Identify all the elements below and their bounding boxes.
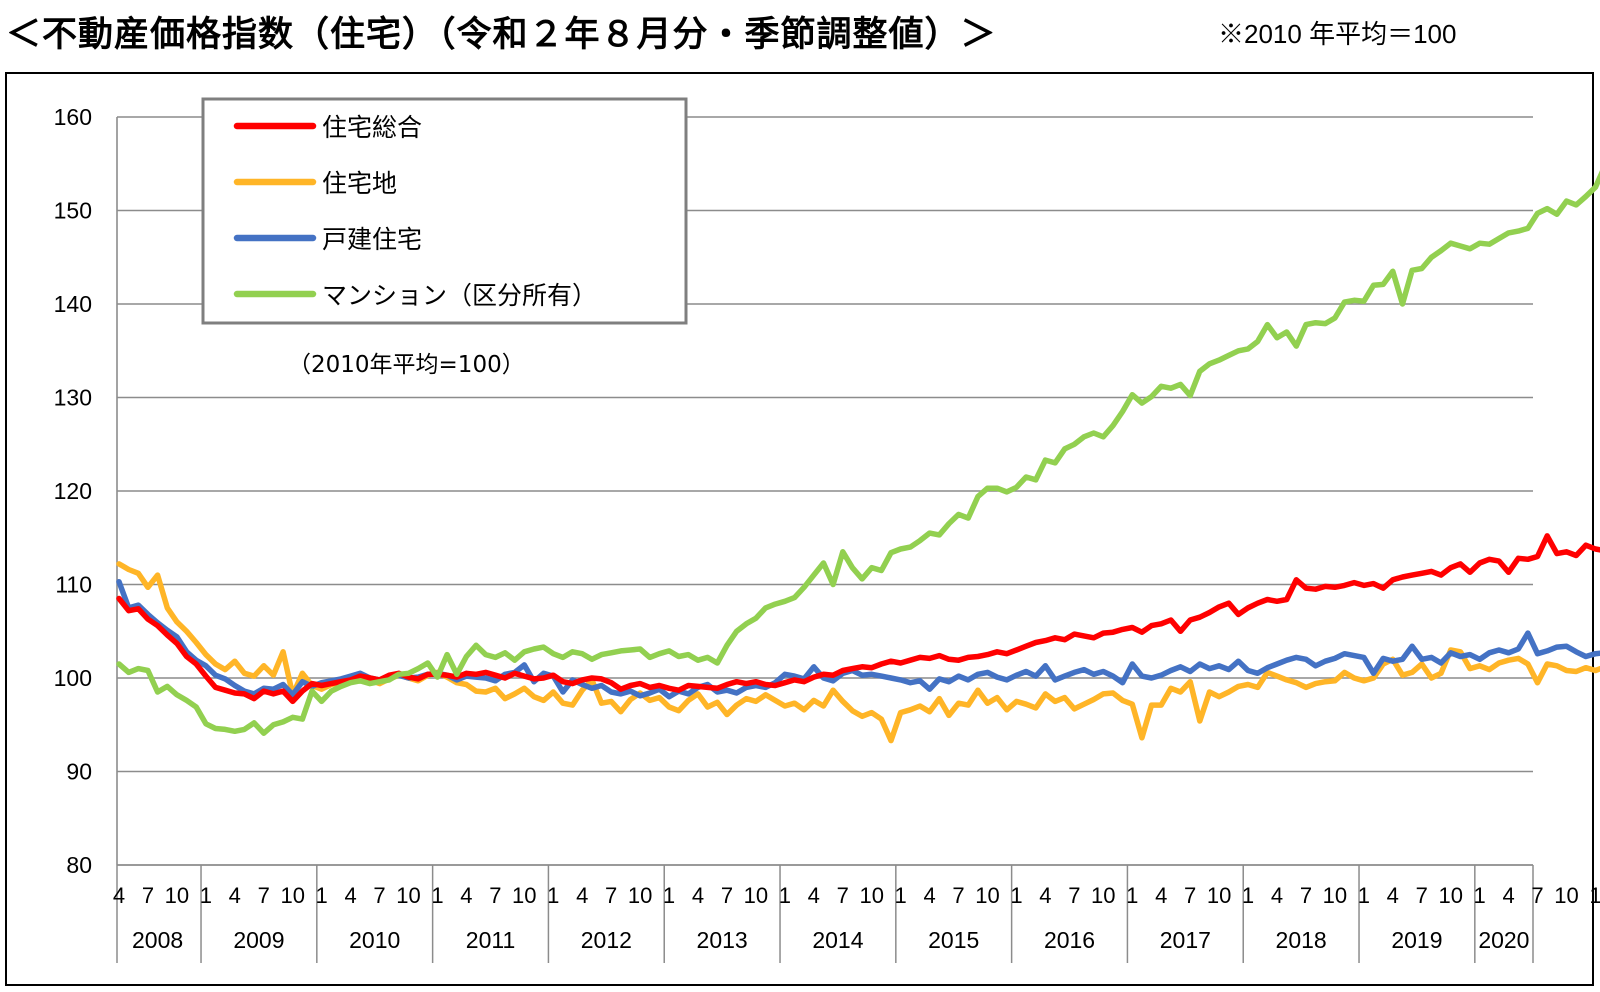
x-tick-label: 1 xyxy=(1010,883,1022,908)
x-tick-label: 4 xyxy=(1155,883,1167,908)
x-tick-label: 4 xyxy=(692,883,704,908)
year-label: 2011 xyxy=(466,927,515,953)
x-tick-label: 1 xyxy=(663,883,675,908)
x-tick-label: 1 xyxy=(431,883,443,908)
x-tick-label: 7 xyxy=(1184,883,1196,908)
legend-label: 住宅地 xyxy=(322,169,397,198)
series-line-0 xyxy=(116,533,1600,705)
x-tick-label: 4 xyxy=(576,883,588,908)
y-axis-ticks: 80 90 100 110 120 130 140 150 160 xyxy=(54,104,92,878)
y-tick-label: 130 xyxy=(54,385,92,411)
x-tick-label: 10 xyxy=(512,883,536,908)
y-tick-label: 150 xyxy=(54,198,92,224)
x-tick-label: 4 xyxy=(1039,883,1051,908)
x-tick-label: 7 xyxy=(1416,883,1428,908)
x-tick-label: 10 xyxy=(859,883,883,908)
x-tick-label: 10 xyxy=(1438,883,1462,908)
legend-box xyxy=(201,97,688,325)
x-tick-label: 1 xyxy=(547,883,559,908)
x-tick-label: 7 xyxy=(952,883,964,908)
x-tick-label: 10 xyxy=(1207,883,1231,908)
x-tick-label: 7 xyxy=(721,883,733,908)
base-note-header: ※2010 年平均＝100 xyxy=(1218,19,1457,49)
x-tick-label: 1 xyxy=(1474,883,1486,908)
axes xyxy=(116,117,1534,963)
x-tick-label: 4 xyxy=(923,883,935,908)
x-tick-label: 7 xyxy=(605,883,617,908)
legend-label: 住宅総合 xyxy=(322,113,422,142)
y-tick-label: 100 xyxy=(54,665,92,691)
y-tick-label: 90 xyxy=(66,759,92,785)
x-tick-label: 1 xyxy=(1126,883,1138,908)
x-tick-label: 7 xyxy=(1068,883,1080,908)
series-line-1 xyxy=(116,561,1600,744)
year-label: 2017 xyxy=(1160,927,1211,953)
y-tick-label: 120 xyxy=(54,478,92,504)
x-tick-label: 7 xyxy=(837,883,849,908)
x-tick-label: 1 xyxy=(1589,883,1600,908)
x-tick-label: 4 xyxy=(808,883,820,908)
x-tick-label: 1 xyxy=(1358,883,1370,908)
year-label: 2013 xyxy=(697,927,748,953)
year-label: 2019 xyxy=(1391,927,1442,953)
x-tick-label: 7 xyxy=(373,883,385,908)
year-label: 2016 xyxy=(1044,927,1095,953)
year-label: 2014 xyxy=(812,927,863,953)
chart-frame xyxy=(5,72,1594,986)
x-tick-label: 10 xyxy=(1323,883,1347,908)
year-label: 2009 xyxy=(233,927,284,953)
year-label: 2020 xyxy=(1478,927,1529,953)
x-tick-label: 1 xyxy=(779,883,791,908)
x-tick-label: 4 xyxy=(1502,883,1514,908)
x-tick-label: 10 xyxy=(744,883,768,908)
x-tick-label: 10 xyxy=(628,883,652,908)
x-tick-label: 4 xyxy=(113,883,125,908)
year-label: 2018 xyxy=(1276,927,1327,953)
x-tick-label: 10 xyxy=(165,883,189,908)
x-tick-label: 4 xyxy=(1387,883,1399,908)
x-tick-label: 10 xyxy=(975,883,999,908)
x-tick-label: 1 xyxy=(200,883,212,908)
y-tick-label: 80 xyxy=(66,852,92,878)
x-tick-label: 4 xyxy=(460,883,472,908)
x-tick-label: 7 xyxy=(1531,883,1543,908)
x-tick-label: 7 xyxy=(142,883,154,908)
x-tick-label: 7 xyxy=(1300,883,1312,908)
x-axis-years: 2008 2009 2010 2011 2012 2013 2014 2015 2016 2017… xyxy=(132,927,1529,953)
x-axis-ticks: 4 7 10 1 4 7 10 1 4 7 10 1 4 7 10 1 4 7 10 1 4 7 10 1 4 7 10 1 4 7 10 1… xyxy=(113,883,1600,908)
base-note-chart: （2010年平均=100） xyxy=(288,352,525,378)
chart-title: ＜不動産価格指数（住宅）（令和２年８月分・季節調整値）＞ xyxy=(6,15,997,55)
x-tick-label: 1 xyxy=(895,883,907,908)
x-tick-label: 7 xyxy=(258,883,270,908)
legend-label: マンション（区分所有） xyxy=(322,281,597,310)
x-tick-label: 1 xyxy=(316,883,328,908)
y-tick-label: 140 xyxy=(54,291,92,317)
x-tick-label: 1 xyxy=(1242,883,1254,908)
legend-label: 戸建住宅 xyxy=(322,225,422,254)
x-tick-label: 10 xyxy=(1091,883,1115,908)
series-lines xyxy=(116,170,1600,744)
x-tick-label: 4 xyxy=(1271,883,1283,908)
x-tick-label: 10 xyxy=(396,883,420,908)
x-tick-label: 4 xyxy=(344,883,356,908)
year-label: 2010 xyxy=(349,927,400,953)
year-label: 2015 xyxy=(928,927,979,953)
x-tick-label: 7 xyxy=(489,883,501,908)
x-tick-label: 10 xyxy=(1554,883,1578,908)
y-tick-label: 160 xyxy=(54,104,92,130)
series-line-3 xyxy=(116,170,1600,736)
year-label: 2012 xyxy=(581,927,632,953)
year-label: 2008 xyxy=(132,927,183,953)
x-tick-label: 10 xyxy=(280,883,304,908)
x-tick-label: 4 xyxy=(229,883,241,908)
y-tick-label: 110 xyxy=(55,572,92,598)
